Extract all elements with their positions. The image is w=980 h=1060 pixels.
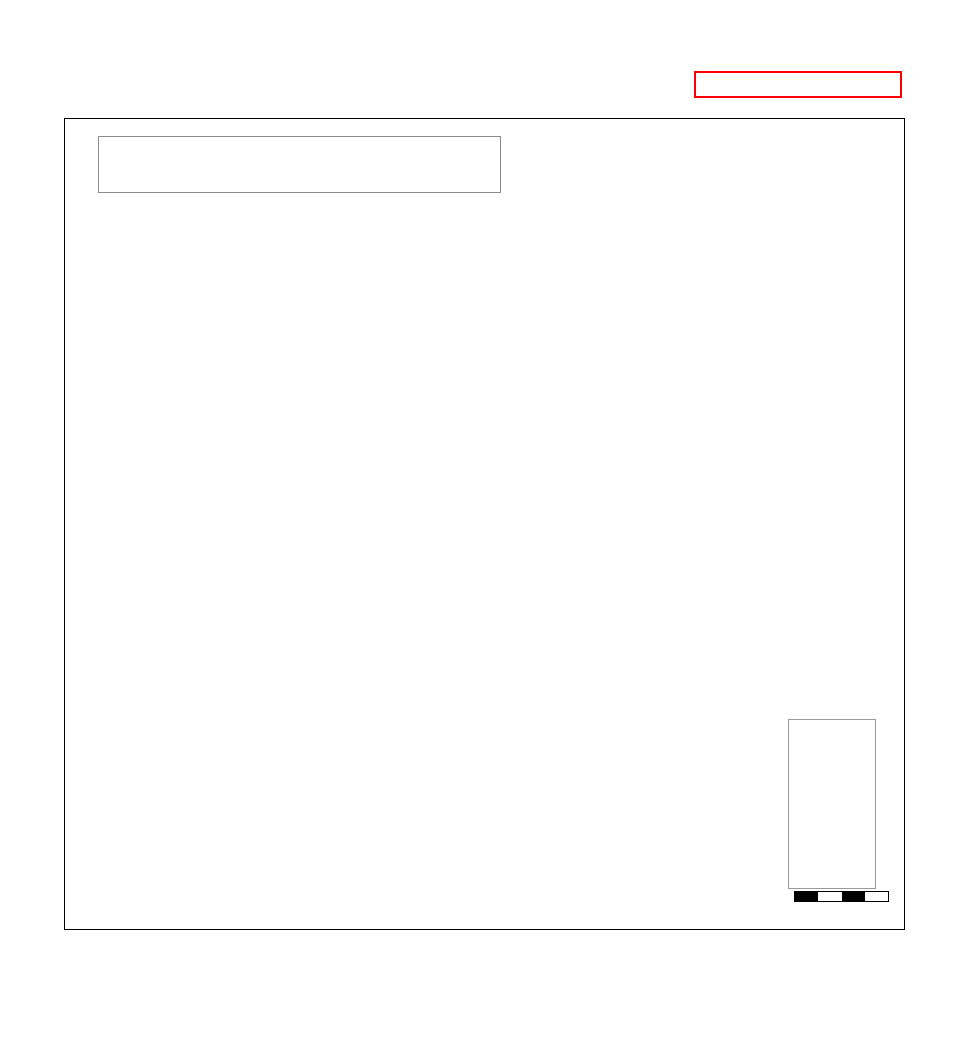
map-plot-area[interactable] [64,118,905,930]
scale-bar-track [794,891,889,902]
scale-bar-segment [818,892,842,901]
japan-map-svg [65,119,904,929]
map-canvas [65,119,904,929]
scale-bar-segment [795,892,819,901]
scale-bar-segment [841,892,865,901]
timestamp-box [98,136,501,193]
preliminary-data-badge [694,71,902,98]
scale-bar-segment [864,892,888,901]
scale-bar [788,891,896,929]
legend-panel [788,719,876,889]
